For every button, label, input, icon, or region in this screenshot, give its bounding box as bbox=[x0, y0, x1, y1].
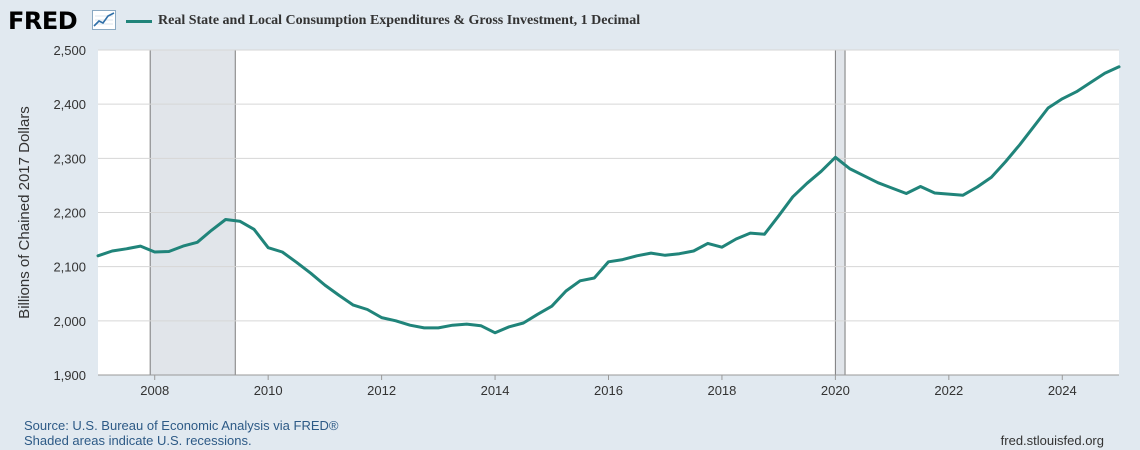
line-graph-icon bbox=[92, 10, 116, 30]
series-group bbox=[96, 65, 1121, 335]
x-tick-label: 2008 bbox=[140, 383, 169, 398]
legend-swatch bbox=[126, 19, 152, 23]
y-tick-label: 2,000 bbox=[53, 314, 86, 329]
y-axis-label: Billions of Chained 2017 Dollars bbox=[16, 106, 33, 319]
y-tick-label: 1,900 bbox=[53, 368, 86, 383]
recession-note: Shaded areas indicate U.S. recessions. bbox=[24, 433, 252, 448]
source-note: Source: U.S. Bureau of Economic Analysis… bbox=[24, 418, 339, 433]
series-line bbox=[96, 65, 1121, 335]
y-tick-label: 2,500 bbox=[53, 43, 86, 58]
x-tick-label: 2022 bbox=[934, 383, 963, 398]
y-tick-label: 2,400 bbox=[53, 97, 86, 112]
x-tick-label: 2016 bbox=[594, 383, 623, 398]
legend-label: Real State and Local Consumption Expendi… bbox=[158, 13, 641, 28]
y-tick-label: 2,100 bbox=[53, 260, 86, 275]
chart-header: FRED Real State and Local Consumption Ex… bbox=[0, 0, 1140, 40]
x-tick-label: 2018 bbox=[707, 383, 736, 398]
chart-legend[interactable]: Real State and Local Consumption Expendi… bbox=[126, 12, 640, 30]
x-axis-ticks: 2008 2010 2012 2014 2016 2018 2020 2022 2024 bbox=[98, 374, 1119, 398]
x-tick-label: 2010 bbox=[254, 383, 283, 398]
fred-logo[interactable]: FRED bbox=[8, 7, 78, 35]
y-tick-label: 2,200 bbox=[53, 206, 86, 221]
x-tick-label: 2020 bbox=[821, 383, 850, 398]
x-tick-label: 2024 bbox=[1048, 383, 1077, 398]
x-tick-label: 2014 bbox=[481, 383, 510, 398]
fred-url[interactable]: fred.stlouisfed.org bbox=[1000, 433, 1104, 448]
y-tick-label: 2,300 bbox=[53, 151, 86, 166]
x-tick-label: 2012 bbox=[367, 383, 396, 398]
y-axis-ticks: 1,900 2,000 2,100 2,200 2,300 2,400 2,500 bbox=[53, 43, 86, 383]
